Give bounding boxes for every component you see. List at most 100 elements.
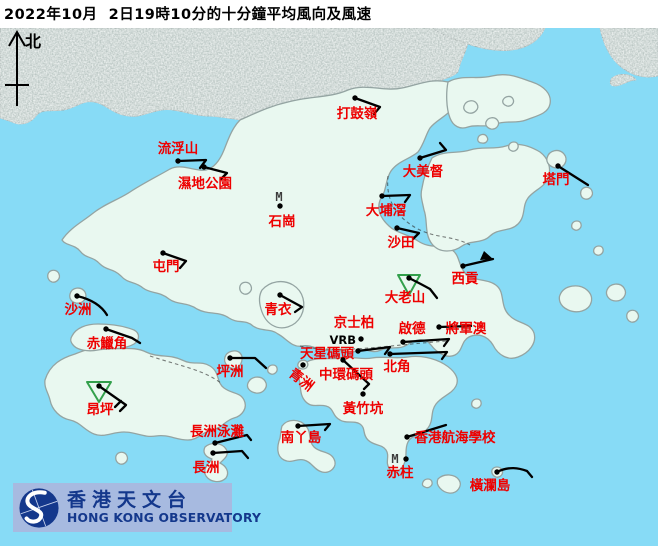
station-dot: [212, 440, 218, 446]
wind-barb: [556, 164, 590, 187]
station-dot: [379, 193, 385, 199]
hko-logo-text: 香港天文台 HONG KONG OBSERVATORY: [67, 488, 262, 525]
station-label: 北角: [384, 358, 411, 375]
hill-station-triangle-icon: [397, 274, 421, 296]
north-arrow: 北: [5, 29, 41, 106]
station-dot: [355, 348, 361, 354]
station-dot: [300, 362, 306, 368]
station-tsing-yi: 青衣: [265, 292, 304, 318]
wind-barb: [380, 193, 412, 204]
station-label: 南丫島: [281, 429, 322, 446]
station-label: 石崗: [268, 213, 296, 230]
station-dot: [277, 292, 283, 298]
station-cheung-chau: 長洲: [193, 449, 250, 476]
station-dot: [404, 434, 410, 440]
station-dot: [210, 450, 216, 456]
station-dot: [201, 164, 207, 170]
station-dot: [277, 203, 283, 209]
wind-barb: [211, 449, 250, 460]
wind-barb: [296, 422, 332, 432]
station-kai-tak: 啟德: [399, 320, 451, 348]
station-label: 赤柱: [387, 464, 414, 481]
station-dot: [360, 391, 366, 397]
station-ta-kwu-ling: 打鼓嶺: [337, 95, 382, 122]
wind-barb: [407, 276, 439, 300]
north-label: 北: [25, 32, 41, 51]
station-wong-chuk-hang: 黃竹坑: [342, 391, 384, 417]
station-dot: [460, 263, 466, 269]
north-arrow-head: [8, 29, 26, 47]
station-label: 赤鱲角: [87, 335, 128, 352]
station-dot: [227, 355, 233, 361]
hill-station-triangle-icon: [86, 381, 112, 403]
wind-barb: [356, 345, 392, 356]
station-label: 長洲: [193, 460, 220, 476]
station-dot: [406, 275, 412, 281]
station-label: 濕地公園: [178, 175, 232, 192]
station-dot: [295, 423, 301, 429]
station-label: 長洲泳灘: [190, 423, 244, 440]
station-tai-po-kau: 大埔滘: [366, 193, 412, 219]
station-label: 昂坪: [87, 402, 114, 418]
station-sha-tin: 沙田: [388, 225, 421, 251]
station-dot: [103, 326, 109, 332]
station-chek-lap-kok: 赤鱲角: [87, 326, 142, 352]
station-peng-chau: 坪洲: [217, 355, 268, 380]
shenzhen-landmass: [0, 28, 658, 125]
hko-logo-chinese: 香港天文台: [67, 488, 193, 511]
station-dot: [436, 324, 442, 330]
station-dot: [494, 469, 500, 475]
station-shek-kong: M 石崗: [268, 190, 296, 230]
station-cheung-chau-beach: 長洲泳灘: [190, 423, 253, 446]
station-sha-chau: 沙洲: [65, 293, 109, 318]
wind-barb: [495, 466, 534, 479]
wind-barb: [202, 165, 229, 181]
station-label: 橫瀾島: [470, 477, 511, 494]
hko-logo-english: HONG KONG OBSERVATORY: [67, 510, 262, 525]
station-dot: [403, 456, 409, 462]
station-label: 沙田: [388, 235, 415, 251]
station-north-point: 北角: [384, 350, 449, 375]
station-label: 京士柏: [334, 314, 375, 331]
station-label: 坪洲: [217, 364, 244, 380]
station-dot: [394, 225, 400, 231]
station-label: 沙洲: [65, 302, 92, 318]
station-label: 黃竹坑: [342, 400, 384, 417]
wind-barb: [405, 423, 448, 439]
station-dot: [352, 95, 358, 101]
station-hk-sea-school: 香港航海學校: [404, 423, 496, 446]
wind-barb: [278, 293, 304, 314]
wind-barb: [228, 356, 268, 370]
station-tseung-kwan-o: 將軍澳: [436, 320, 487, 337]
station-tap-mun: 塔門: [543, 163, 590, 188]
station-dot: [340, 357, 346, 363]
station-kings-park: VRB 京士柏: [329, 314, 374, 347]
station-dot: [358, 336, 364, 342]
station-central-pier: 中環碼頭: [319, 357, 373, 391]
wind-barb: [388, 350, 449, 361]
station-dot: [417, 155, 423, 161]
station-label: 塔門: [543, 171, 570, 188]
station-label: 打鼓嶺: [337, 105, 378, 122]
hong-kong-landmass: [44, 74, 640, 494]
station-ngong-ping: 昂坪: [86, 381, 128, 418]
mandatory-station-marker: M: [275, 190, 282, 204]
station-waglan-island: 橫瀾島: [470, 466, 534, 494]
station-label: 屯門: [153, 258, 180, 275]
wind-barb: [401, 337, 451, 348]
wind-barb: [341, 358, 371, 391]
station-dot: [400, 339, 406, 345]
variable-wind-label: VRB: [329, 333, 356, 347]
station-star-ferry-pier: 天星碼頭: [300, 345, 392, 362]
wind-barb: [418, 141, 448, 160]
wind-barb: [104, 327, 142, 345]
wind-barb: [395, 226, 421, 241]
coastline-accents: [149, 175, 471, 385]
station-dot: [175, 158, 181, 164]
station-sai-kung: 西貢: [452, 251, 495, 287]
station-label: 天星碼頭: [300, 346, 354, 362]
station-label: 青衣: [265, 301, 292, 318]
